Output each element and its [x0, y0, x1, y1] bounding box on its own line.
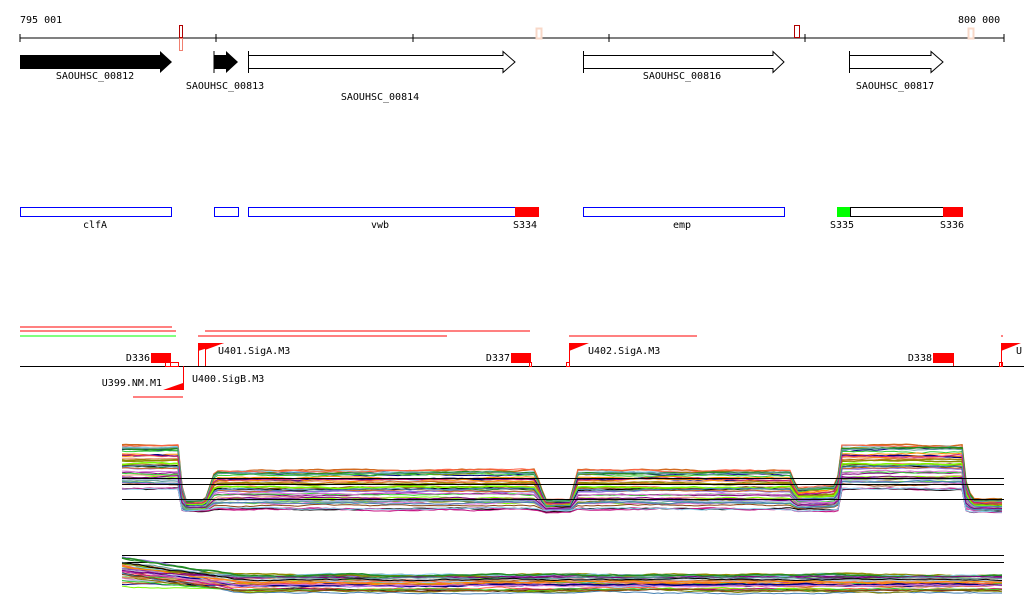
svg-text:D337: D337 — [486, 353, 510, 364]
expression-trace — [121, 576, 1003, 594]
feature-label: S336 — [940, 220, 964, 231]
svg-text:D336: D336 — [126, 353, 150, 364]
expression-trace — [121, 454, 1003, 505]
expression-trace — [121, 562, 1003, 582]
position-ruler: 795 001 800 000 — [19, 15, 1005, 51]
expression-plot-1 — [121, 443, 1004, 514]
feature-vwb[interactable] — [248, 207, 516, 217]
gene-SAOUHSC_00812[interactable]: SAOUHSC_00812 — [20, 51, 172, 82]
expression-trace — [121, 446, 1003, 503]
ruler-end-label: 800 000 — [958, 15, 1000, 26]
feature-label: vwb — [371, 220, 389, 231]
gene-SAOUHSC_00814[interactable]: SAOUHSC_00814 — [248, 50, 516, 103]
svg-text:D338: D338 — [908, 353, 932, 364]
gene-label: SAOUHSC_00813 — [186, 81, 264, 92]
feature-label: S334 — [513, 220, 537, 231]
gene-track: SAOUHSC_00812 SAOUHSC_00813 SAOUHSC_0081… — [20, 50, 944, 103]
svg-text:U402.SigA.M3: U402.SigA.M3 — [588, 346, 660, 357]
gene-SAOUHSC_00817[interactable]: SAOUHSC_00817 — [849, 50, 944, 92]
expression-trace — [121, 573, 1003, 593]
svg-text:U401.SigA.M3: U401.SigA.M3 — [218, 346, 290, 357]
segment-U403[interactable]: U — [999, 343, 1023, 367]
segment-track: D336 U399.NM.M1 U400.SigB.M3 U401.SigA.M… — [20, 326, 1024, 398]
marker-box[interactable] — [794, 25, 800, 38]
expression-trace — [121, 569, 1003, 582]
gene-SAOUHSC_00816[interactable]: SAOUHSC_00816 — [583, 50, 785, 82]
gene-label: SAOUHSC_00814 — [341, 92, 419, 103]
marker-box[interactable] — [179, 38, 183, 51]
segment-D338[interactable]: D338 — [908, 353, 954, 366]
marker-box[interactable] — [967, 27, 975, 40]
expression-trace — [121, 565, 1003, 585]
svg-text:U: U — [1016, 346, 1022, 357]
expression-trace — [121, 557, 1003, 578]
feature-emp[interactable] — [583, 207, 785, 217]
svg-text:U399.NM.M1: U399.NM.M1 — [102, 378, 162, 389]
gene-label: SAOUHSC_00817 — [856, 81, 934, 92]
feature-S334[interactable] — [515, 207, 539, 217]
segment-U402[interactable]: U402.SigA.M3 — [566, 343, 661, 367]
feature-label: S335 — [830, 220, 854, 231]
segment-U401[interactable]: U401.SigA.M3 — [205, 343, 290, 366]
segment-D337[interactable]: D337 — [486, 353, 532, 367]
feature-box[interactable] — [850, 207, 944, 217]
marker-box[interactable] — [535, 27, 543, 40]
svg-text:U400.SigB.M3: U400.SigB.M3 — [192, 374, 264, 385]
expression-trace — [121, 569, 1003, 580]
expression-trace — [121, 570, 1003, 588]
ruler-start-label: 795 001 — [20, 15, 62, 26]
feature-label: clfA — [83, 220, 107, 231]
feature-S335[interactable] — [837, 207, 850, 217]
expression-trace — [121, 475, 1003, 510]
feature-S336[interactable] — [943, 207, 963, 217]
expression-plot-2 — [121, 555, 1004, 595]
expression-trace — [121, 464, 1003, 508]
feature-box[interactable] — [214, 207, 239, 217]
marker-box[interactable] — [179, 25, 183, 38]
segment-U399[interactable]: U399.NM.M1 — [102, 366, 184, 398]
gene-SAOUHSC_00813[interactable]: SAOUHSC_00813 — [186, 51, 264, 92]
feature-track: clfA vwb S334 emp S335 S336 — [20, 207, 964, 231]
expression-trace — [121, 569, 1003, 588]
gene-label: SAOUHSC_00812 — [56, 71, 134, 82]
feature-clfA[interactable] — [20, 207, 172, 217]
expression-trace — [121, 579, 1003, 592]
segment-D336[interactable]: D336 — [126, 353, 179, 367]
gene-label: SAOUHSC_00816 — [643, 71, 721, 82]
expression-trace — [121, 487, 1003, 513]
feature-label: emp — [673, 220, 691, 231]
